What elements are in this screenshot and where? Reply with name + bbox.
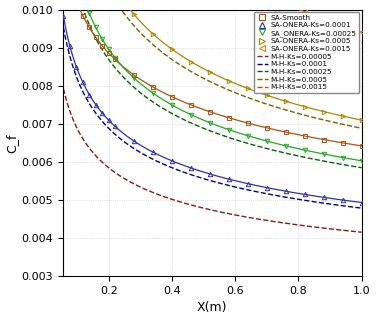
Y-axis label: C_f: C_f [6, 133, 18, 153]
Legend: SA-Smooth, SA-ONERA-Ks=0.0001, SA_ONERA-Ks=0.00025, SA-ONERA-Ks=0.0005, SA-ONERA: SA-Smooth, SA-ONERA-Ks=0.0001, SA_ONERA-… [254, 12, 359, 93]
X-axis label: X(m): X(m) [197, 301, 227, 315]
